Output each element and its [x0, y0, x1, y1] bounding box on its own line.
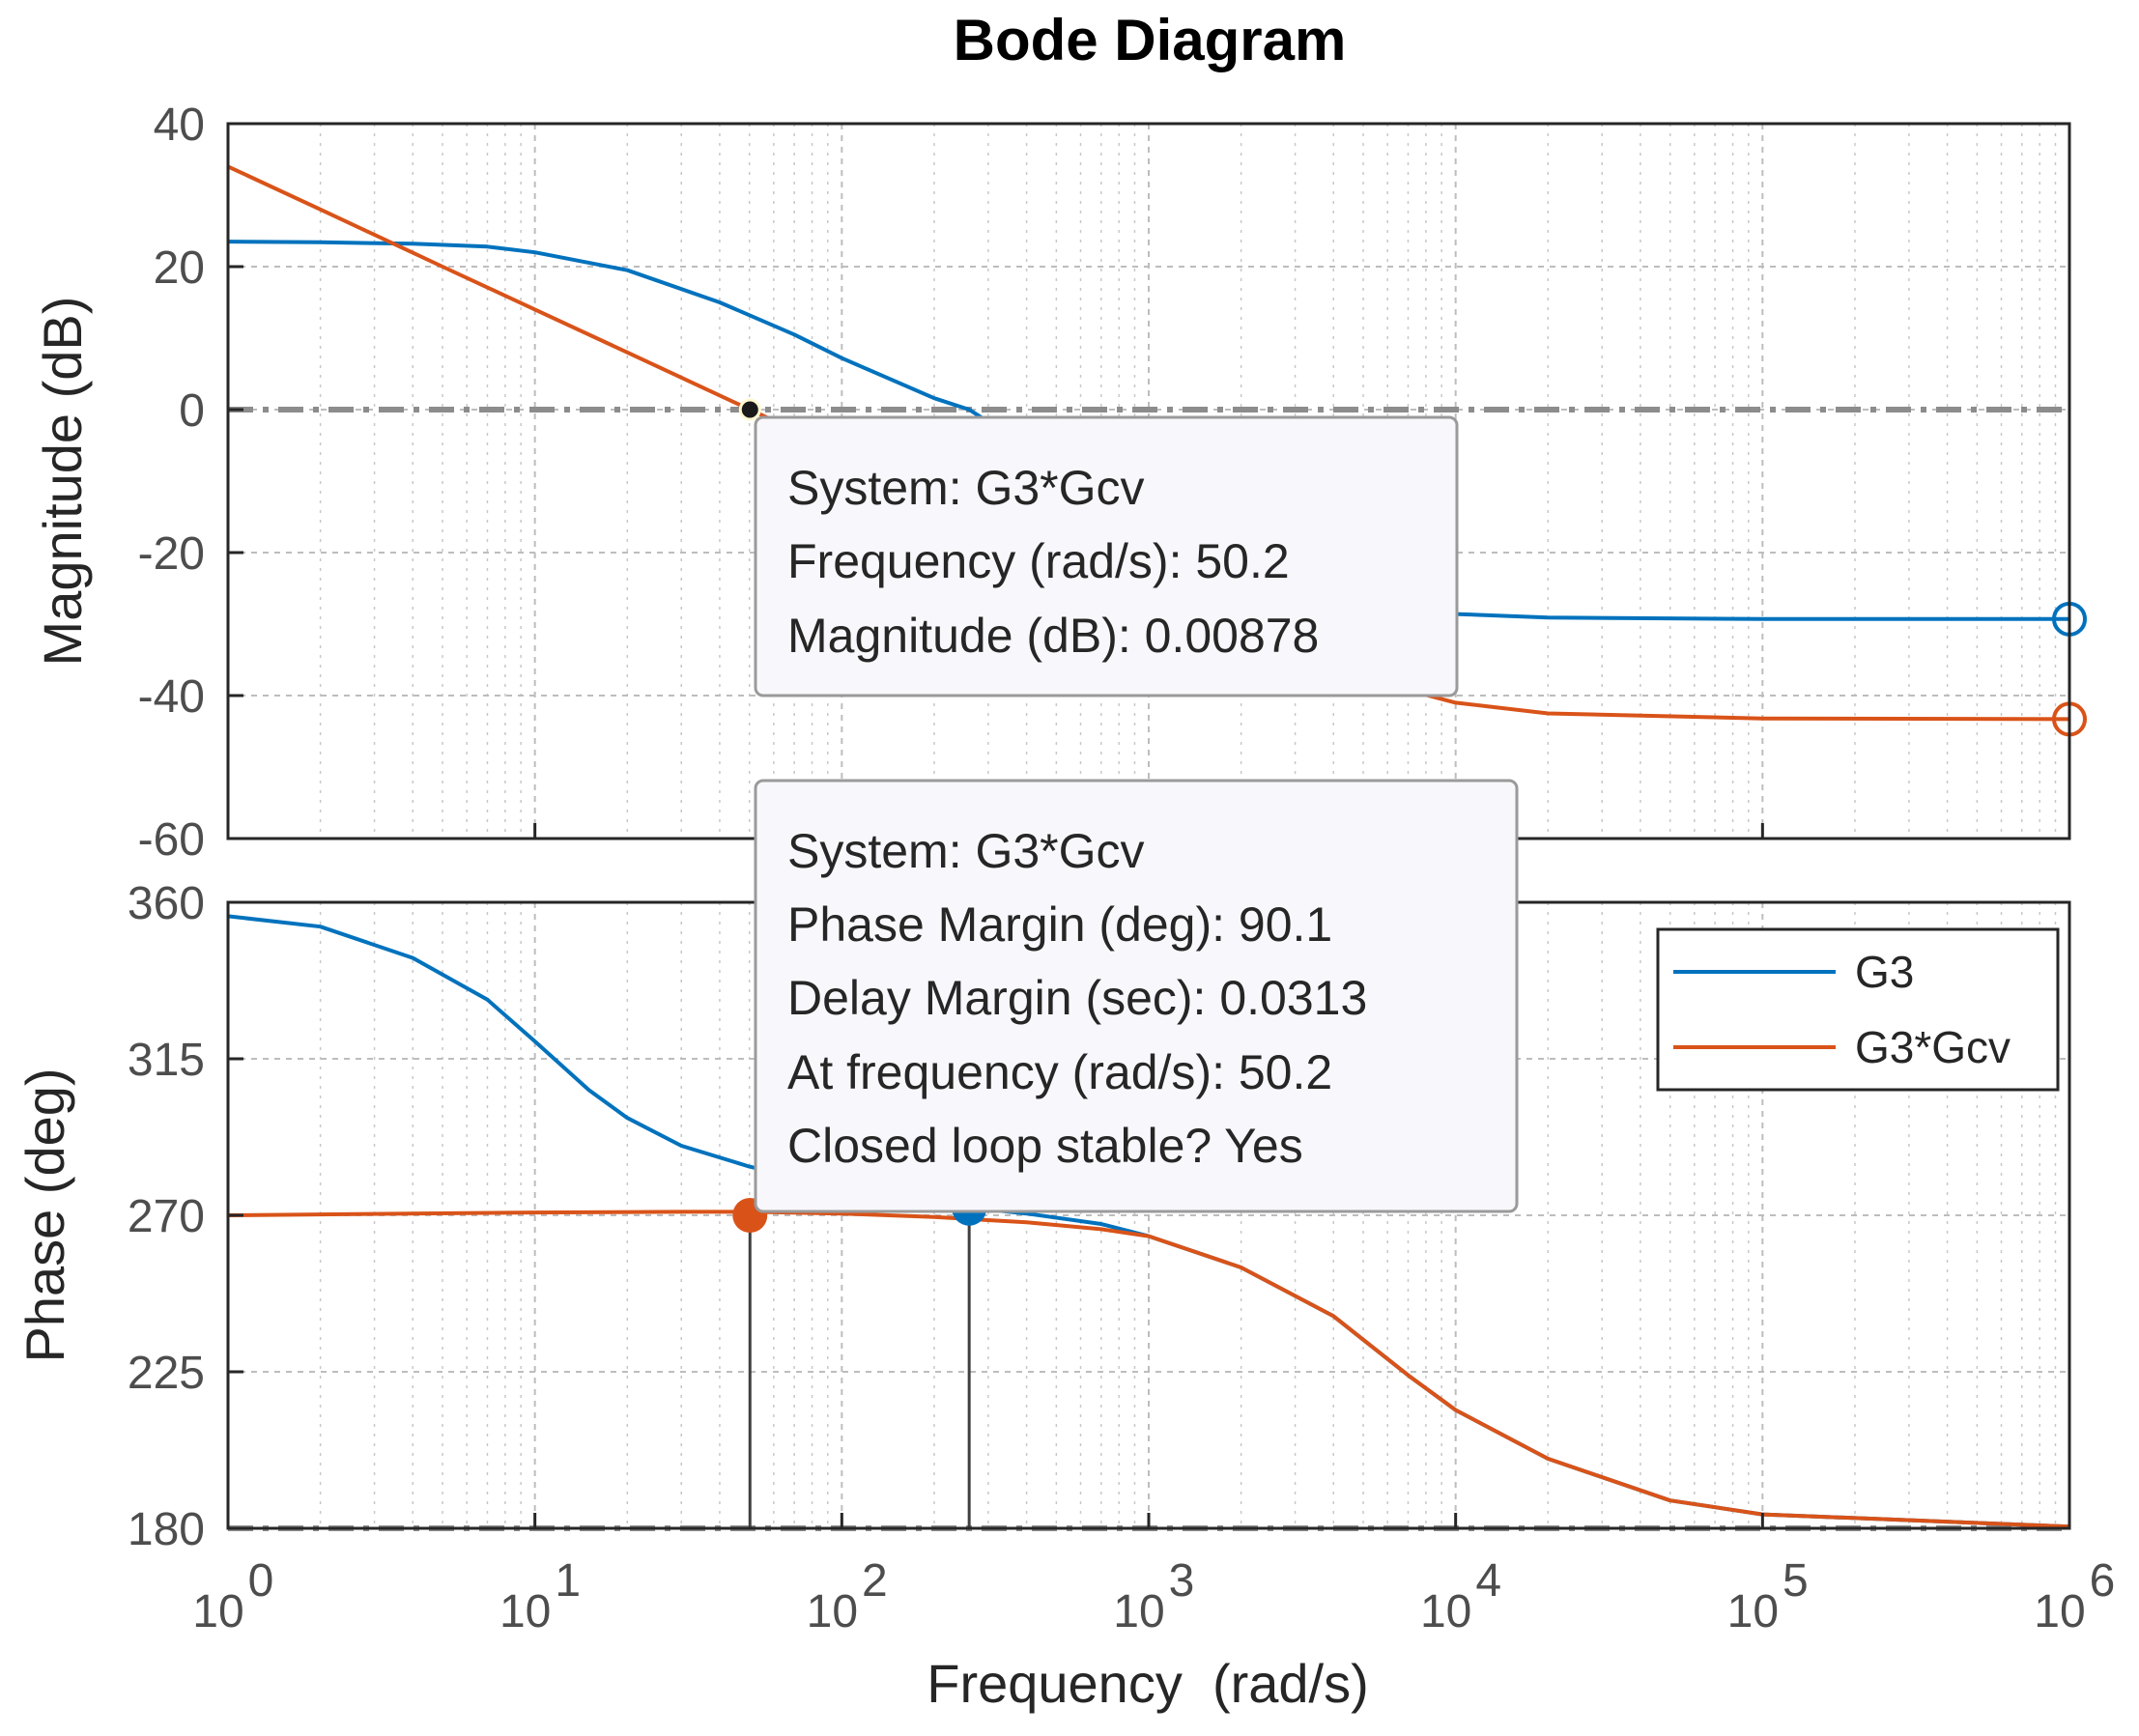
phase-datatip-line: Phase Margin (deg): 90.1: [787, 897, 1332, 952]
x-tick-exponent: 4: [1475, 1555, 1501, 1607]
legend-box: [1656, 927, 2060, 1092]
x-tick-label: 10: [499, 1586, 551, 1637]
magnitude-datatip[interactable]: System: G3*Gcv Frequency (rad/s): 50.2 M…: [754, 415, 1459, 697]
y-tick-label: -20: [138, 528, 205, 580]
phase-datatip-line: Delay Margin (sec): 0.0313: [787, 971, 1367, 1025]
crossover-marker: [738, 398, 761, 421]
legend[interactable]: G3 G3*Gcv: [1656, 927, 2060, 1092]
y-tick-label: 0: [179, 385, 205, 437]
y-tick-label: -40: [138, 671, 205, 723]
magnitude-y-ticks: 40 20 0 -20 -40 -60: [138, 100, 243, 866]
y-tick-label: 360: [128, 878, 205, 929]
x-tick-label: 10: [2034, 1586, 2085, 1637]
magnitude-datatip-box: [754, 415, 1459, 697]
legend-label-g3gcv: G3*Gcv: [1855, 1022, 2011, 1072]
y-tick-label: 270: [128, 1191, 205, 1242]
y-tick-label: 225: [128, 1348, 205, 1399]
phase-margin-datatip[interactable]: System: G3*Gcv Phase Margin (deg): 90.1 …: [754, 779, 1519, 1213]
phase-y-ticks: 360 315 270 225 180: [128, 878, 243, 1555]
y-tick-label: 20: [154, 242, 205, 294]
x-axis-label: Frequency (rad/s): [927, 1653, 1369, 1714]
x-tick-exponent: 1: [555, 1555, 581, 1607]
y-tick-label: 40: [154, 100, 205, 151]
magnitude-datatip-line: Frequency (rad/s): 50.2: [787, 534, 1290, 588]
chart-title: Bode Diagram: [954, 8, 1347, 72]
series-line-g3-gcv: [227, 1210, 2070, 1529]
magnitude-y-axis-label: Magnitude (dB): [32, 297, 93, 667]
x-tick-exponent: 5: [1782, 1555, 1809, 1607]
x-tick-exponent: 0: [248, 1555, 274, 1607]
x-tick-label: 10: [192, 1586, 243, 1637]
phase-datatip-line: Closed loop stable? Yes: [787, 1119, 1303, 1173]
phase-margin-datatip-box: [754, 779, 1519, 1213]
x-tick-label: 10: [1420, 1586, 1471, 1637]
y-tick-label: 180: [128, 1504, 205, 1555]
phase-datatip-line: System: G3*Gcv: [787, 824, 1145, 878]
phase-y-axis-label: Phase (deg): [14, 1067, 75, 1362]
y-tick-label: 315: [128, 1035, 205, 1086]
y-tick-label: -60: [138, 814, 205, 866]
magnitude-datatip-line: Magnitude (dB): 0.00878: [787, 609, 1319, 663]
legend-label-g3: G3: [1855, 947, 1914, 997]
x-tick-label: 10: [1113, 1586, 1164, 1637]
x-tick-exponent: 2: [862, 1555, 888, 1607]
x-tick-exponent: 6: [2090, 1555, 2116, 1607]
x-tick-exponent: 3: [1169, 1555, 1195, 1607]
magnitude-datatip-line: System: G3*Gcv: [787, 461, 1145, 515]
phase-datatip-line: At frequency (rad/s): 50.2: [787, 1045, 1332, 1099]
x-tick-label: 10: [807, 1586, 858, 1637]
x-tick-label: 10: [1727, 1586, 1779, 1637]
